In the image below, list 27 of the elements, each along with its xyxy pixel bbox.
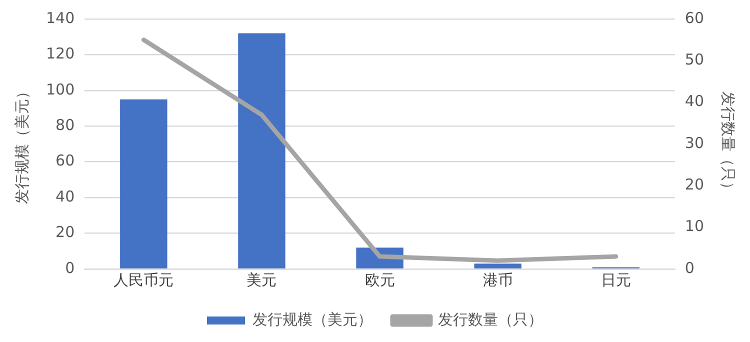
x-tick-label: 欧元: [364, 270, 395, 289]
legend-label: 发行数量（只）: [438, 310, 543, 328]
y2-tick-label: 30: [684, 134, 704, 152]
y-tick-label: 120: [46, 44, 75, 63]
y2-tick-label: 50: [684, 50, 704, 69]
x-tick-label: 美元: [246, 270, 277, 289]
x-tick-label: 人民币元: [114, 270, 174, 289]
y2-axis-title: 发行数量（只）: [719, 92, 738, 196]
y-tick-label: 20: [56, 223, 75, 242]
y2-tick-label: 10: [684, 217, 704, 236]
y-tick-label: 60: [56, 152, 75, 170]
y2-tick-label: 40: [684, 92, 704, 110]
y-tick-label: 80: [56, 116, 75, 134]
legend-label: 发行规模（美元）: [252, 310, 372, 328]
bar: [120, 99, 168, 268]
y2-tick-label: 0: [684, 258, 694, 277]
y-tick-label: 100: [46, 80, 75, 98]
x-tick-label: 日元: [600, 270, 631, 289]
y-tick-label: 0: [65, 258, 75, 277]
y2-tick-label: 20: [684, 176, 704, 194]
bar: [238, 33, 286, 268]
x-tick-label: 港币: [482, 270, 513, 289]
y-tick-label: 40: [56, 187, 75, 206]
y2-tick-label: 60: [684, 8, 704, 27]
y-axis-title: 发行规模（美元）: [12, 84, 31, 204]
y-tick-label: 140: [46, 8, 75, 27]
bar: [474, 264, 522, 268]
